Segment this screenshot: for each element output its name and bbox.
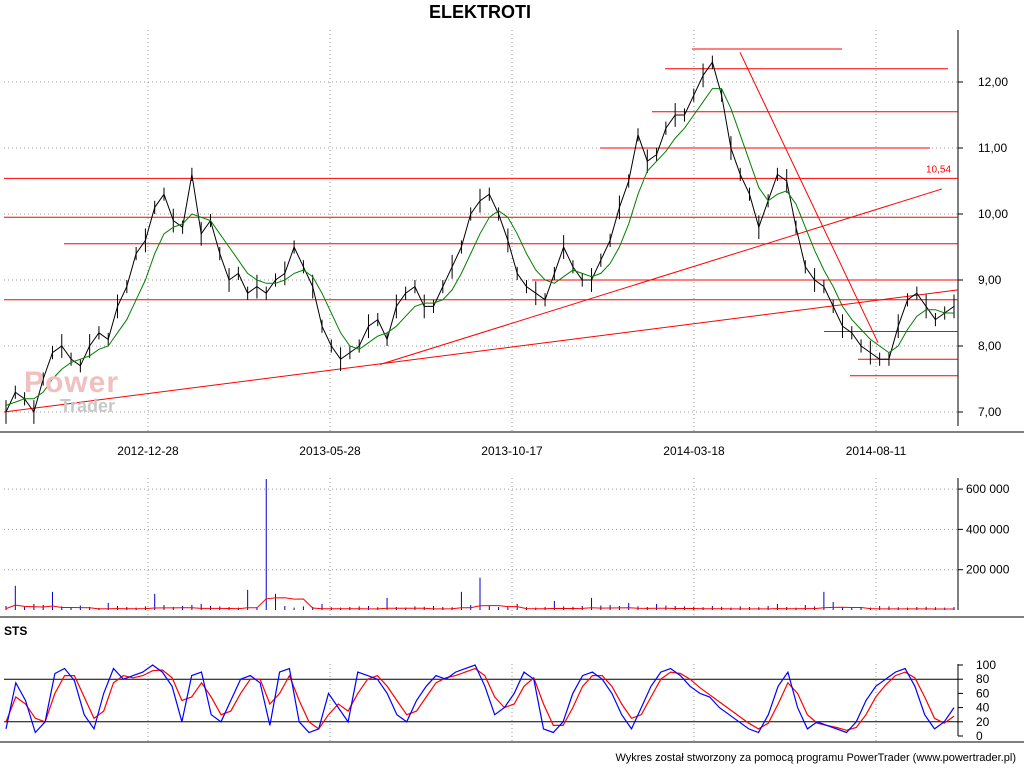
chart-title: ELEKTROTI bbox=[429, 2, 531, 22]
price-x-tick-label: 2014-03-18 bbox=[663, 444, 725, 458]
price-x-tick-label: 2013-10-17 bbox=[481, 444, 543, 458]
volume-y-tick-label: 600 000 bbox=[966, 482, 1010, 496]
sts-y-tick-label: 40 bbox=[976, 701, 990, 715]
volume-average-line bbox=[5, 597, 954, 610]
price-y-tick-label: 7,00 bbox=[978, 405, 1002, 419]
price-y-tick-label: 10,00 bbox=[978, 207, 1008, 221]
volume-y-tick-label: 400 000 bbox=[966, 522, 1010, 536]
sts-k-line bbox=[5, 664, 955, 734]
price-y-tick-label: 8,00 bbox=[978, 339, 1002, 353]
price-x-tick-label: 2012-12-28 bbox=[117, 444, 179, 458]
watermark-power: Power bbox=[24, 366, 120, 399]
sts-panel-label: STS bbox=[4, 624, 28, 638]
sts-y-tick-label: 60 bbox=[976, 686, 990, 700]
trend-line bbox=[379, 188, 943, 365]
trend-line bbox=[739, 52, 879, 343]
price-y-tick-label: 11,00 bbox=[978, 141, 1007, 155]
trend-line bbox=[3, 289, 959, 413]
footer-credit: Wykres został stworzony za pomocą progra… bbox=[615, 752, 1016, 764]
volume-y-tick-label: 200 000 bbox=[966, 563, 1010, 577]
price-x-tick-label: 2014-08-11 bbox=[846, 444, 907, 458]
price-panel: 7,00 8,00 9,00 10,00 11,00 12,00 2012-12-28 201… bbox=[0, 30, 1024, 458]
sts-y-tick-label: 0 bbox=[976, 729, 983, 743]
sts-d-line bbox=[5, 667, 955, 731]
price-y-tick-label: 9,00 bbox=[978, 273, 1002, 287]
price-y-tick-label: 12,00 bbox=[978, 75, 1008, 89]
watermark-trader: Trader bbox=[60, 396, 116, 416]
volume-panel: 200 000 400 000 600 000 bbox=[0, 478, 1024, 618]
sts-y-tick-label: 20 bbox=[976, 715, 990, 729]
sts-y-tick-label: 80 bbox=[976, 672, 990, 686]
price-x-tick-label: 2013-05-28 bbox=[299, 444, 361, 458]
sts-y-tick-label: 100 bbox=[976, 658, 996, 672]
moving-average-line bbox=[5, 88, 954, 406]
price-level-label: 10,54 bbox=[926, 164, 951, 175]
